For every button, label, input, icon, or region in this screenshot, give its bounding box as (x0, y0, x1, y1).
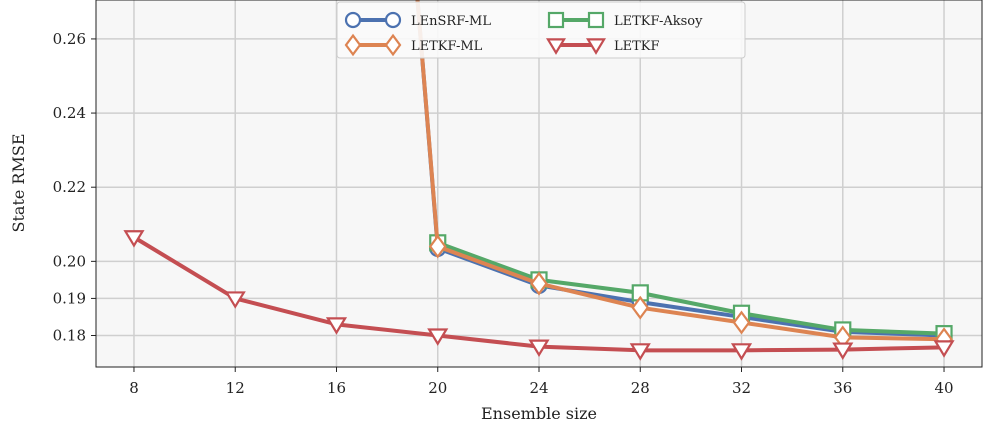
data-point (832, 342, 854, 360)
series-letkf-ml (415, 0, 953, 352)
data-point (629, 343, 651, 361)
legend-item: LETKF-ML (344, 33, 483, 57)
legend-marker-left (344, 33, 362, 57)
legend-label: LEnSRF-ML (411, 14, 491, 29)
legend-item: LETKF-Aksoy (547, 11, 703, 29)
legend-marker-left (547, 11, 565, 29)
legend-label: LETKF-ML (411, 39, 483, 54)
data-point (224, 291, 246, 309)
legend-marker-right (585, 38, 607, 55)
x-ticks: 8 12 16 20 24 28 32 36 40 (129, 367, 954, 397)
legend-marker-left (344, 11, 362, 29)
data-point (631, 295, 650, 320)
y-tick-label: 0.18 (53, 326, 86, 344)
y-tick-label: 0.22 (53, 178, 86, 196)
legend-item: LETKF (545, 38, 660, 55)
x-tick-label: 8 (129, 379, 139, 397)
x-tick-label: 36 (833, 379, 852, 397)
y-tick-label: 0.24 (53, 104, 86, 122)
legend-marker-right (384, 11, 402, 29)
data-point (427, 328, 449, 346)
data-point (530, 271, 548, 296)
series-line (437, 240, 945, 336)
data-point (123, 230, 145, 248)
series-group (123, 0, 955, 361)
data-point (732, 310, 751, 335)
legend: LEnSRF-ML LETKF-Aksoy LETKF-ML LETKF (336, 1, 746, 59)
legend-box (336, 1, 746, 59)
x-axis-label: Ensemble size (481, 404, 597, 423)
x-tick-label: 40 (934, 379, 953, 397)
x-tick-label: 32 (732, 379, 751, 397)
legend-label: LETKF (614, 39, 660, 54)
x-tick-label: 24 (529, 379, 548, 397)
data-point (428, 234, 447, 259)
legend-marker-right (384, 33, 402, 57)
y-tick-label: 0.19 (53, 289, 86, 307)
legend-marker-right (587, 11, 605, 29)
x-tick-label: 16 (327, 379, 346, 397)
x-tick-label: 12 (226, 379, 245, 397)
legend-marker-left (545, 38, 567, 55)
series-letkf (123, 230, 955, 361)
x-tick-label: 28 (631, 379, 650, 397)
y-ticks: 0.18 0.19 0.20 0.22 0.24 0.26 (53, 30, 96, 344)
y-tick-label: 0.26 (53, 30, 86, 48)
data-point (528, 339, 550, 357)
y-tick-label: 0.20 (53, 252, 86, 270)
x-tick-label: 20 (428, 379, 447, 397)
data-point (730, 343, 753, 361)
legend-label: LETKF-Aksoy (614, 14, 703, 29)
legend-item: LEnSRF-ML (344, 11, 491, 29)
y-axis-label: State RMSE (9, 134, 28, 233)
data-point (325, 317, 348, 335)
data-point (933, 340, 955, 358)
